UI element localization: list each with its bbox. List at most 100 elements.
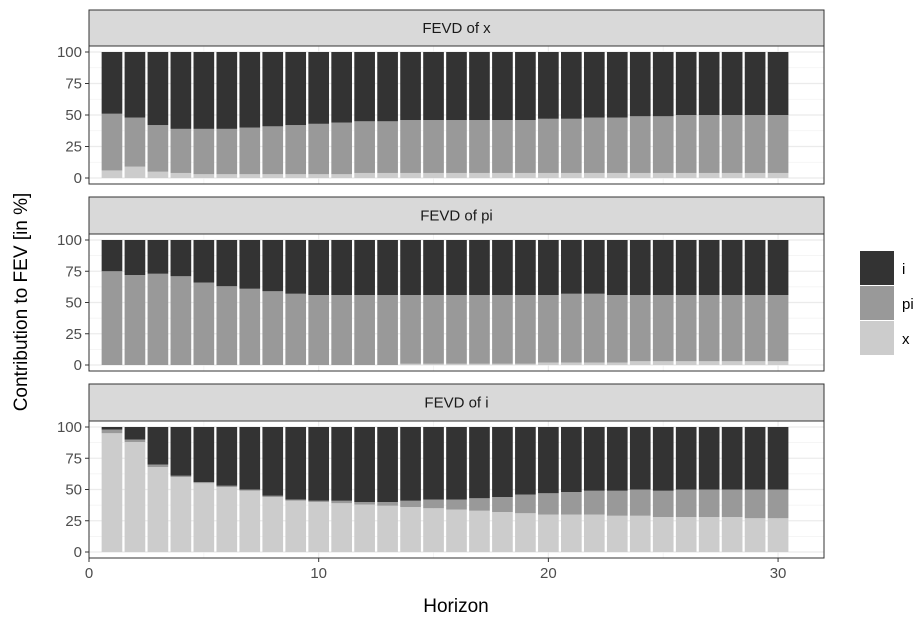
bar-segment-pi <box>285 293 307 365</box>
bar-segment-pi <box>400 295 421 364</box>
bar-segment-i <box>721 240 743 295</box>
bar-segment-pi <box>515 295 536 364</box>
bar-segment-x <box>583 362 605 365</box>
bar-segment-pi <box>652 116 674 173</box>
bar-segment-pi <box>216 286 238 365</box>
bar-segment-i <box>446 427 467 500</box>
bar-segment-x <box>515 172 536 178</box>
bar-segment-i <box>583 52 605 118</box>
bar-segment-i <box>147 427 169 465</box>
bar-segment-pi <box>767 295 789 362</box>
bar-segment-pi <box>216 485 238 487</box>
bar-segment-pi <box>721 489 743 517</box>
bar-segment-pi <box>698 295 720 362</box>
bar-segment-i <box>193 240 215 283</box>
bar-segment-pi <box>170 276 192 365</box>
bar-segment-pi <box>629 489 651 516</box>
bar-segment-pi <box>423 499 444 509</box>
bar-segment-i <box>124 240 146 275</box>
bar-segment-pi <box>606 295 628 363</box>
bar-segment-i <box>147 240 169 274</box>
bar-segment-pi <box>744 115 766 173</box>
bar-segment-x <box>193 174 215 178</box>
bar-segment-i <box>308 427 330 501</box>
x-axis-title: Horizon <box>423 596 488 617</box>
y-tick-label: 100 <box>57 419 82 436</box>
bar-segment-x <box>561 362 582 365</box>
bar-segment-i <box>698 240 720 295</box>
bar-segment-pi <box>308 500 330 502</box>
bar-segment-x <box>538 514 559 552</box>
bar-segment-i <box>423 52 444 121</box>
bar-segment-i <box>767 52 789 115</box>
bar-segment-pi <box>377 502 398 506</box>
bar-segment-pi <box>147 125 169 172</box>
bar-segment-pi <box>193 282 215 365</box>
bar-segment-pi <box>767 115 789 173</box>
y-tick-label: 50 <box>65 107 82 124</box>
bar-segment-x <box>469 172 490 178</box>
y-tick-label: 0 <box>74 544 82 561</box>
bar-segment-x <box>538 172 559 178</box>
bar-segment-i <box>515 427 536 495</box>
bar-segment-x <box>629 172 651 178</box>
x-tick-label: 10 <box>310 565 327 582</box>
bar-segment-x <box>446 172 467 178</box>
bar-segment-x <box>721 517 743 552</box>
y-tick-label: 25 <box>65 513 82 530</box>
bar-segment-i <box>147 52 169 126</box>
bar-segment-pi <box>744 295 766 362</box>
bar-segment-pi <box>652 490 674 517</box>
bar-segment-i <box>124 427 146 440</box>
bar-segment-pi <box>561 492 582 515</box>
bar-segment-pi <box>675 295 697 362</box>
bar-segment-i <box>239 240 261 289</box>
legend-label: x <box>902 331 910 348</box>
bar-segment-i <box>170 240 192 277</box>
bar-segment-x <box>331 174 352 178</box>
bar-segment-x <box>721 361 743 365</box>
bar-segment-i <box>538 52 559 119</box>
bar-segment-x <box>629 361 651 365</box>
bar-segment-pi <box>606 117 628 173</box>
bar-segment-i <box>354 427 375 502</box>
bar-segment-x <box>721 172 743 178</box>
bar-segment-pi <box>446 120 467 173</box>
bar-segment-x <box>652 172 674 178</box>
bar-segment-pi <box>377 295 398 365</box>
bar-segment-pi <box>308 295 330 365</box>
bar-segment-x <box>423 172 444 178</box>
bar-segment-pi <box>675 489 697 517</box>
y-tick-label: 50 <box>65 295 82 312</box>
bar-segment-pi <box>354 295 375 365</box>
y-axis-title: Contribution to FEV [in %] <box>11 193 32 412</box>
bar-segment-x <box>698 517 720 552</box>
bar-segment-i <box>423 427 444 500</box>
bar-segment-pi <box>423 120 444 173</box>
legend: i pi x <box>860 251 914 355</box>
bar-segment-pi <box>629 295 651 362</box>
facet-strip <box>88 196 825 235</box>
bar-segment-x <box>515 363 536 365</box>
y-tick-label: 50 <box>65 482 82 499</box>
bar-segment-x <box>193 483 215 552</box>
bar-segment-pi <box>124 275 146 365</box>
y-tick-label: 0 <box>74 357 82 374</box>
bar-segment-i <box>124 52 146 118</box>
bar-segment-x <box>492 363 513 365</box>
bar-segment-x <box>262 174 284 178</box>
bar-segment-x <box>767 361 789 365</box>
facet-panel: FEVD of i 0 25 50 75 100 <box>57 383 825 561</box>
bar-segment-i <box>675 240 697 295</box>
bar-segment-pi <box>492 120 513 173</box>
bar-segment-pi <box>331 122 352 175</box>
bar-segment-x <box>698 361 720 365</box>
bar-segment-x <box>285 500 307 552</box>
bar-segment-i <box>469 52 490 121</box>
bar-segment-x <box>101 433 123 552</box>
bar-segment-i <box>170 427 192 476</box>
y-tick-label: 100 <box>57 232 82 249</box>
bar-segment-pi <box>262 291 284 365</box>
bar-segment-i <box>744 52 766 115</box>
